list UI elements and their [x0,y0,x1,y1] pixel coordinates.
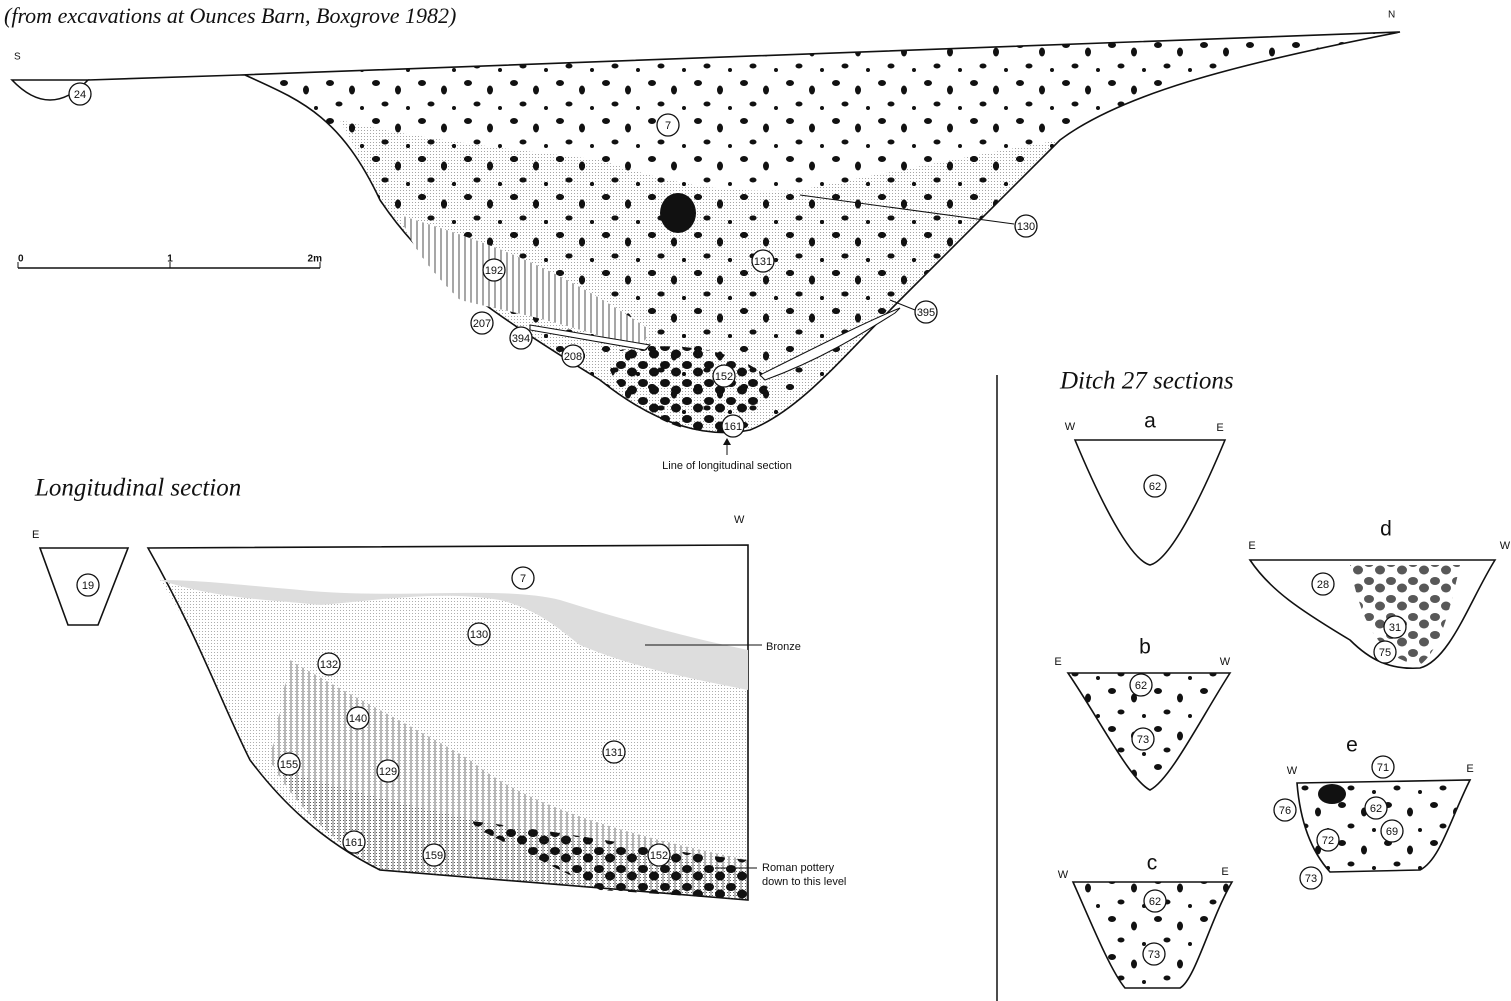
page: (from excavations at Ounces Barn, Boxgro… [0,0,1511,1001]
layer-label: 131 [754,256,772,268]
section-letter: e [1346,734,1358,757]
layer-label: 62 [1135,680,1147,692]
section-title: Longitudinal section [34,475,241,502]
section-title: Ditch 27 sections [1059,368,1234,395]
section-letter: a [1144,410,1156,433]
layer-label: 394 [512,333,530,345]
layer-label: 71 [1377,762,1389,774]
layer-label: 132 [320,659,338,671]
end-label: S [14,52,21,63]
layer-label: 192 [485,265,503,277]
layer-label: 62 [1370,803,1382,815]
layer-label: 72 [1322,835,1334,847]
annotation: down to this level [762,876,846,888]
section-letter: d [1380,518,1392,541]
end-label: W [734,514,745,526]
note: Line of longitudinal section [662,460,792,472]
scale-label: 0 [18,254,24,265]
annotation: Bronze [766,641,801,653]
layer-label: 152 [650,850,668,862]
layer-label: 130 [470,629,488,641]
section-letter: b [1139,636,1151,659]
end-label: E [1248,540,1255,552]
layer-label: 28 [1317,579,1329,591]
scale-label: 1 [167,254,173,265]
layer-label: 7 [520,573,526,585]
annotation: Roman pottery [762,862,835,874]
layer-label: 7 [665,120,671,132]
layer-label: 161 [724,421,742,433]
layer-label: 130 [1017,221,1035,233]
layer-label: 73 [1148,949,1160,961]
end-label: W [1065,421,1076,433]
layer-label: 75 [1379,647,1391,659]
layer-label: 208 [564,351,582,363]
layer-label: 73 [1305,873,1317,885]
layer-label: 159 [425,850,443,862]
layer-label: 76 [1279,805,1291,817]
end-label: E [32,529,39,541]
layer-label: 62 [1149,896,1161,908]
end-label: E [1466,763,1473,775]
layer-label: 62 [1149,481,1161,493]
end-label: E [1054,656,1061,668]
section-letter: c [1147,852,1158,875]
end-label: W [1500,540,1511,552]
layer-label: 207 [473,318,491,330]
layer-label: 31 [1389,622,1401,634]
layer-label: 395 [917,307,935,319]
end-label: N [1388,10,1395,21]
scale-label: 2m [308,254,323,265]
layer-label: 140 [349,713,367,725]
layer-label: 129 [379,766,397,778]
end-label: W [1058,869,1069,881]
layer-label: 161 [345,837,363,849]
layer-label: 152 [715,371,733,383]
layer-label: 24 [74,89,86,101]
end-label: E [1221,866,1228,878]
end-label: E [1216,422,1223,434]
layer-label: 73 [1137,734,1149,746]
layer-label: 69 [1386,826,1398,838]
layer-label: 131 [605,747,623,759]
layer-label: 155 [280,759,298,771]
end-label: W [1287,765,1298,777]
layer-label: 19 [82,580,94,592]
caption: (from excavations at Ounces Barn, Boxgro… [4,3,456,28]
ditch-sections [1068,440,1495,988]
end-label: W [1220,656,1231,668]
